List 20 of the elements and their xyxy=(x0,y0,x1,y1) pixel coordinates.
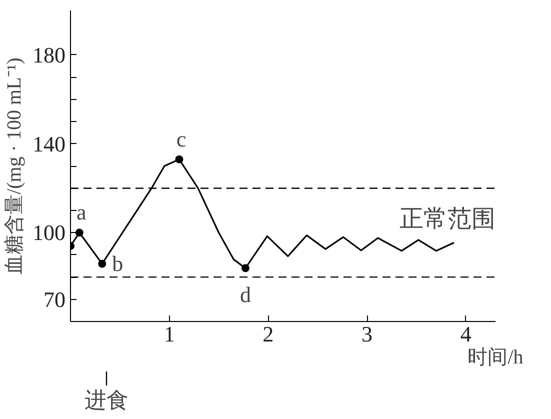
x-tick-label: 1 xyxy=(164,322,175,346)
y-tick-label: 70 xyxy=(44,286,66,312)
x-tick-label: 3 xyxy=(362,322,373,346)
point xyxy=(175,155,184,164)
y-tick-label: 180 xyxy=(32,42,66,68)
annotation: b xyxy=(112,251,124,276)
text: 进食 xyxy=(84,388,129,412)
point xyxy=(241,264,250,272)
annotation: 正常范围 xyxy=(400,206,496,233)
annotation: a xyxy=(76,200,87,225)
y-tick-label: 140 xyxy=(32,131,66,156)
x-axis-title: 时间/h xyxy=(468,346,524,368)
point xyxy=(98,260,106,268)
annotation: c xyxy=(176,126,186,152)
point xyxy=(75,228,84,237)
annotation: d xyxy=(240,282,251,308)
x-tick-label: 4 xyxy=(460,322,472,346)
y-axis-title: 血糖含量/(mg · 100 mL⁻¹) xyxy=(4,58,26,274)
x-tick-label: 2 xyxy=(262,322,274,346)
y-tick-label: 100 xyxy=(32,220,66,246)
